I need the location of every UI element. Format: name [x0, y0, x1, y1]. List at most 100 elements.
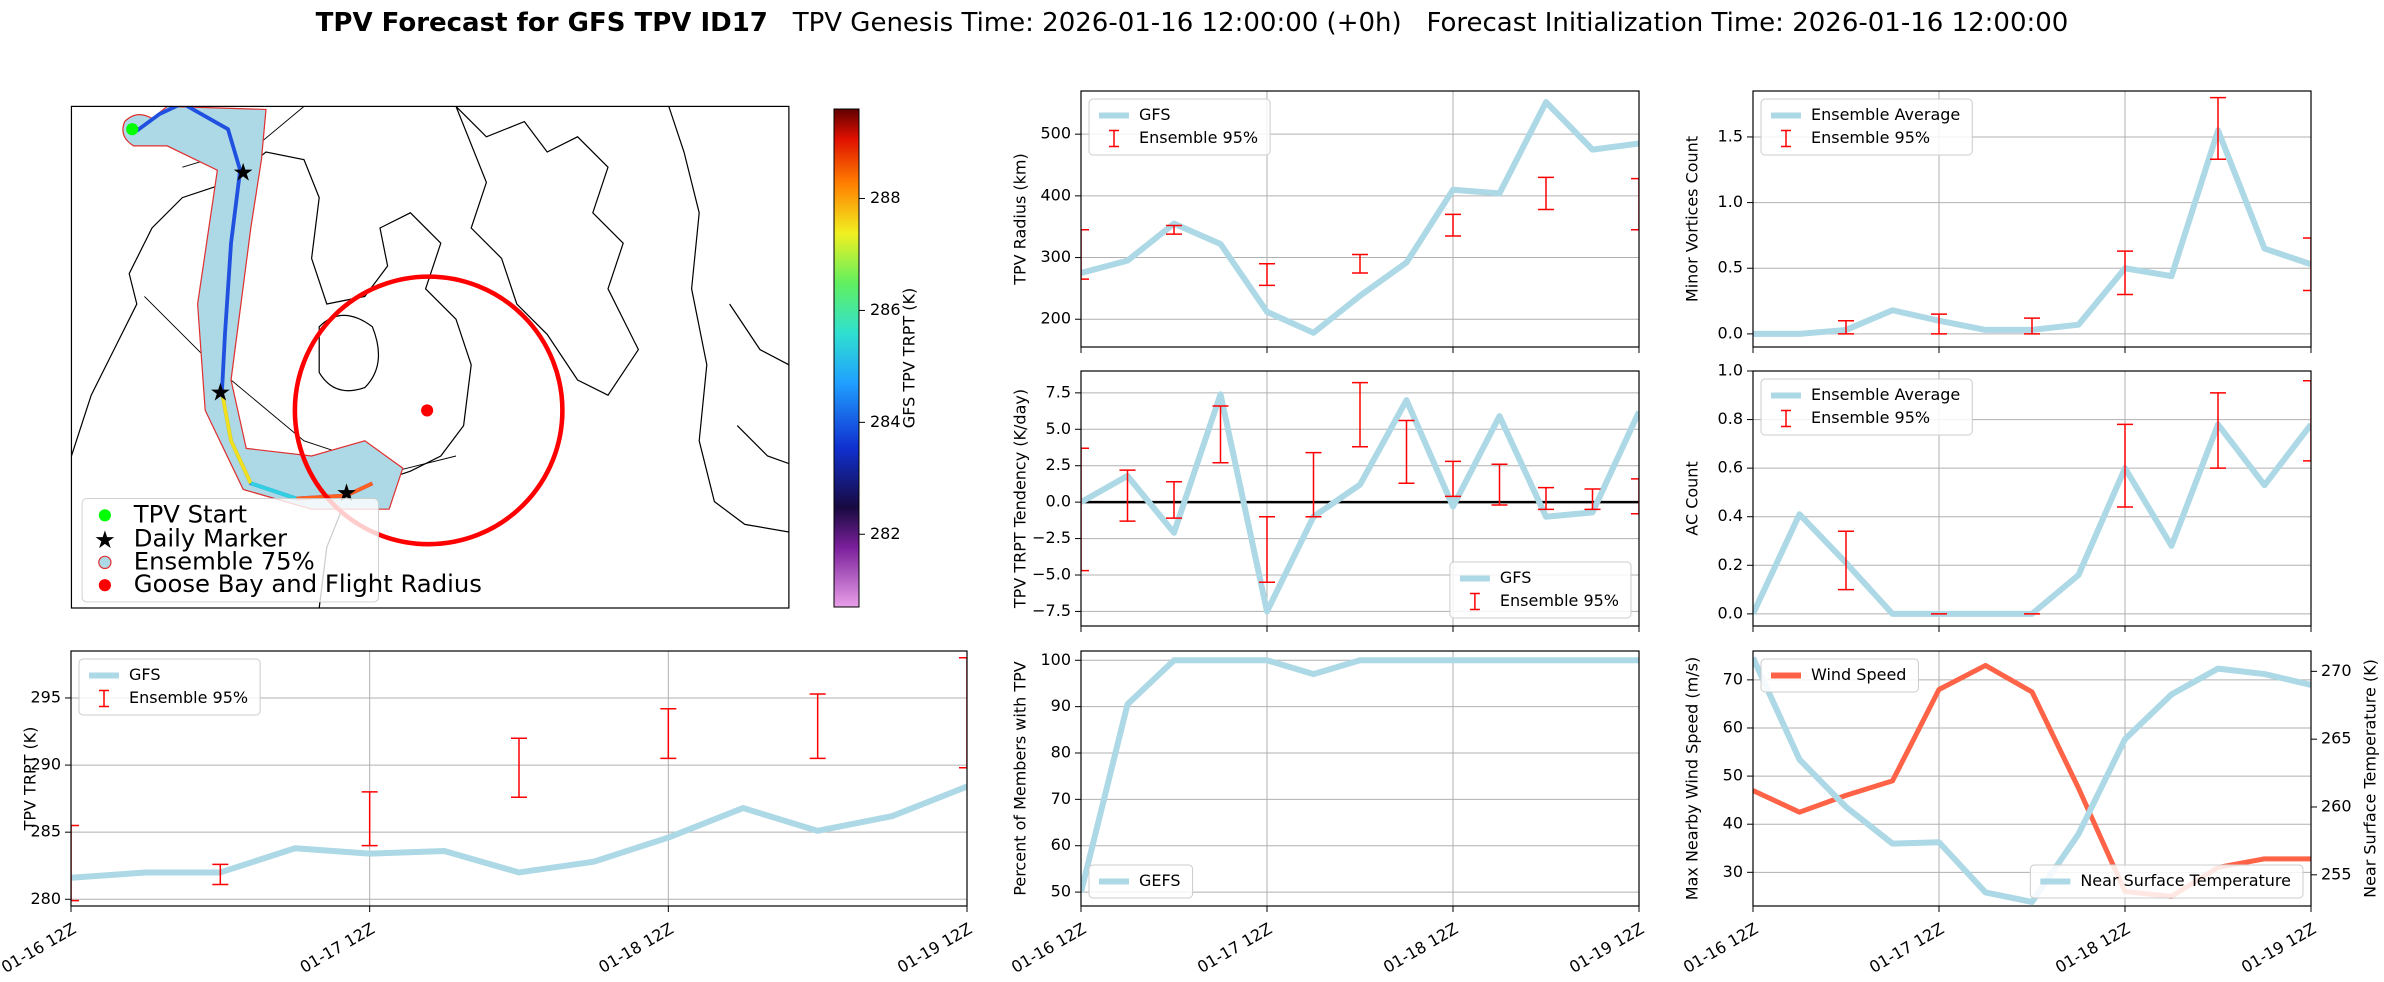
legend-label: GEFS — [1139, 871, 1181, 890]
y2-axis-label: Near Surface Temperature (K) — [2361, 659, 2380, 898]
legend: GEFS — [1088, 864, 1194, 899]
legend-label: Goose Bay and Flight Radius — [134, 569, 482, 598]
colorbar-label: GFS TPV TRPT (K) — [900, 288, 919, 428]
y-tick-label: 280 — [30, 889, 61, 908]
error-bar — [1491, 463, 1508, 506]
colorbar-tick-label: 282 — [870, 524, 901, 543]
y-tick-label: −2.5 — [1032, 528, 1071, 547]
legend-label: TPV Start — [133, 499, 247, 528]
y-tick-label: 0.5 — [1718, 258, 1743, 277]
error-bar — [2210, 392, 2226, 469]
error-bar — [660, 707, 677, 760]
y2-tick-label: 260 — [2321, 796, 2352, 815]
y-tick-label: 60 — [1051, 835, 1071, 854]
svg-text:★: ★ — [232, 157, 254, 186]
axes-frame — [1080, 90, 1640, 348]
error-bar — [959, 656, 967, 769]
series-line — [1753, 421, 2311, 617]
error-bar — [1305, 451, 1322, 518]
y-axis-label: AC Count — [1683, 461, 1702, 535]
y-tick-label: 200 — [1040, 309, 1071, 328]
error-bar — [2303, 237, 2311, 292]
x-tick-label: 01-18 12Z — [2052, 919, 2133, 977]
legend-box — [1449, 561, 1632, 619]
y-tick-label: 0.0 — [1046, 492, 1071, 511]
y-tick-label: 290 — [30, 755, 61, 774]
legend-swatch — [1469, 592, 1480, 611]
subtitle: TPV Genesis Time: 2026-01-16 12:00:00 (+… — [792, 8, 2069, 38]
y-tick-label: −5.0 — [1032, 565, 1071, 584]
x-tick-label: 01-17 12Z — [297, 919, 378, 977]
y-tick-label: 100 — [1040, 650, 1071, 669]
legend: Wind Speed — [1760, 658, 1919, 693]
y-axis-label: Minor Vortices Count — [1683, 136, 1702, 302]
y-tick-label: 0.6 — [1718, 458, 1743, 477]
x-tick-label: 01-16 12Z — [1008, 919, 1089, 977]
y-tick-label: 1.0 — [1718, 361, 1743, 380]
legend-swatch — [1781, 409, 1791, 428]
y-tick-label: 300 — [1040, 247, 1071, 266]
error-bar — [1166, 224, 1182, 235]
legend-box — [1088, 98, 1271, 156]
error-bar — [1352, 381, 1368, 448]
legend-box — [2029, 864, 2304, 899]
legend-label: GFS — [129, 665, 160, 684]
error-bar — [1081, 229, 1089, 280]
legend-box — [1760, 378, 1973, 436]
x-tick-label: 01-18 12Z — [1380, 919, 1461, 977]
legend-label: GFS — [1500, 568, 1531, 587]
error-bar — [1259, 262, 1275, 287]
svg-text:★: ★ — [210, 378, 232, 407]
legend: GFS Ensemble 95% — [1449, 561, 1632, 619]
y-axis-label: TPV TRPT (K) — [21, 727, 40, 832]
series-line — [1081, 391, 1639, 615]
legend: Ensemble Average Ensemble 95% — [1760, 378, 1973, 436]
colorbar-tick-label: 286 — [870, 300, 901, 319]
y-tick-label: 295 — [30, 687, 61, 706]
legend-box — [78, 658, 261, 716]
error-bar — [1081, 447, 1089, 572]
legend-label: GFS — [1139, 105, 1170, 124]
error-bar — [1631, 478, 1639, 515]
y2-tick-label: 255 — [2321, 864, 2352, 883]
y-tick-label: 5.0 — [1046, 419, 1071, 438]
x-tick-label: 01-17 12Z — [1194, 919, 1275, 977]
y-tick-label: 285 — [30, 822, 61, 841]
legend-box — [1088, 864, 1194, 899]
series-line — [1081, 657, 1639, 893]
error-bar — [2024, 317, 2040, 335]
y-tick-label: 80 — [1051, 743, 1071, 762]
y-tick-label: 0.2 — [1718, 555, 1743, 574]
y-tick-label: 7.5 — [1046, 382, 1071, 401]
x-tick-label: 01-16 12Z — [1680, 919, 1761, 977]
axes-frame — [1080, 650, 1640, 907]
y-tick-label: 0.4 — [1718, 506, 1743, 525]
error-bar — [361, 791, 378, 847]
legend-box — [1760, 658, 1919, 693]
axes-frame — [1752, 90, 2312, 348]
colorbar — [833, 108, 860, 608]
legend-label: Daily Marker — [134, 524, 287, 553]
legend: GFS Ensemble 95% — [78, 658, 261, 716]
y-axis-label: TPV TRPT Tendency (K/day) — [1011, 389, 1030, 609]
error-bar — [1838, 530, 1854, 591]
series-line — [1753, 127, 2311, 337]
figure-title: TPV Forecast for GFS TPV ID17 TPV Genesi… — [316, 8, 2069, 38]
y-tick-label: 70 — [1051, 789, 1071, 808]
error-bar — [1538, 486, 1554, 511]
axes-frame — [1752, 370, 2312, 627]
x-tick-label: 01-16 12Z — [0, 919, 79, 977]
legend-swatch — [1781, 129, 1791, 148]
series-line — [1081, 99, 1639, 336]
y2-tick-label: 270 — [2321, 661, 2352, 680]
y-tick-label: 90 — [1051, 696, 1071, 715]
y-tick-label: 500 — [1040, 124, 1071, 143]
legend-box — [1760, 98, 1973, 156]
map: ★ ★ ★ ★ TPV Start Daily Marker Ensemble … — [70, 105, 790, 609]
error-bar — [1931, 313, 1947, 335]
error-bar — [212, 863, 229, 886]
error-bar — [1538, 176, 1554, 211]
error-bar — [71, 824, 79, 902]
error-bar — [1259, 515, 1275, 584]
y-tick-label: 60 — [1723, 717, 1743, 736]
